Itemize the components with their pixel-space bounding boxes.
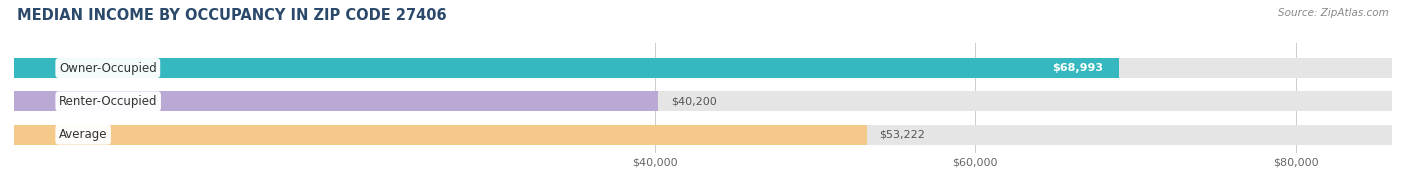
Text: MEDIAN INCOME BY OCCUPANCY IN ZIP CODE 27406: MEDIAN INCOME BY OCCUPANCY IN ZIP CODE 2…	[17, 8, 447, 23]
Text: $53,222: $53,222	[880, 130, 925, 140]
Bar	[14, 125, 866, 145]
Bar	[14, 91, 658, 111]
Bar	[14, 125, 1392, 145]
Text: Source: ZipAtlas.com: Source: ZipAtlas.com	[1278, 8, 1389, 18]
Text: $40,200: $40,200	[671, 96, 717, 106]
Text: Average: Average	[59, 128, 107, 141]
Bar	[14, 91, 1392, 111]
Text: $68,993: $68,993	[1053, 63, 1104, 73]
Bar	[14, 58, 1119, 78]
Text: Owner-Occupied: Owner-Occupied	[59, 62, 156, 74]
Text: Renter-Occupied: Renter-Occupied	[59, 95, 157, 108]
Bar	[14, 58, 1392, 78]
